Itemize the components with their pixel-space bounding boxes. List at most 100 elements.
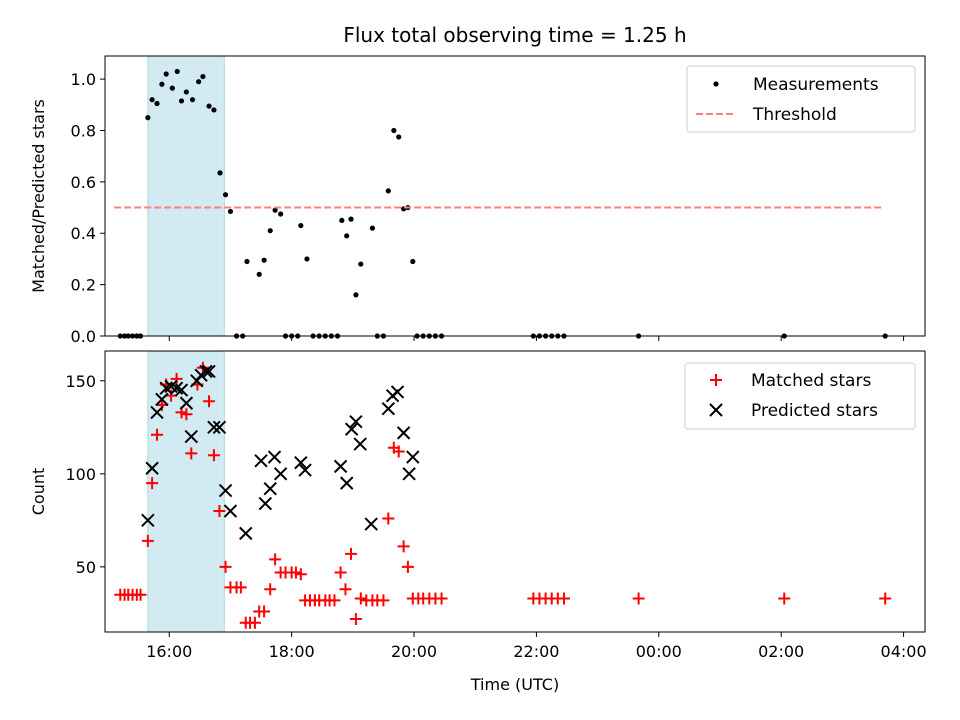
predicted-stars-point — [344, 422, 359, 436]
predicted-stars-point — [294, 455, 308, 470]
matched-stars-point — [392, 445, 405, 458]
predicted-stars-point — [340, 476, 354, 490]
measurements-point — [261, 257, 267, 263]
measurements-point — [200, 73, 206, 80]
predicted-stars-point — [406, 450, 420, 464]
legend-threshold-label: Threshold — [752, 105, 837, 125]
measurements-point — [278, 211, 284, 217]
legend-predicted-label: Predicted stars — [751, 401, 878, 421]
top-y-ticks: 0.0 0.2 0.4 0.6 0.8 1.0 — [71, 70, 105, 346]
x-tick-label: 18:00 — [269, 642, 315, 661]
measurements-point — [206, 103, 212, 109]
measurements-point — [196, 79, 202, 85]
measurements-point — [267, 228, 273, 234]
matched-stars-point — [170, 372, 183, 385]
matched-stars-point — [213, 505, 226, 518]
x-tick-label: 22:00 — [513, 642, 559, 661]
matched-stars-point — [180, 408, 193, 421]
measurements-point — [272, 207, 278, 213]
measurements-point — [154, 100, 160, 107]
matched-stars-point — [269, 553, 282, 566]
predicted-stars-point — [155, 392, 169, 407]
predicted-stars-point — [353, 437, 367, 451]
predicted-stars-point — [390, 385, 405, 399]
matched-stars-point — [134, 588, 147, 601]
matched-stars-point — [354, 592, 367, 605]
predicted-stars-point — [333, 459, 348, 474]
bottom-series — [114, 361, 892, 629]
top-legend: Measurements Threshold — [686, 65, 916, 133]
predicted-stars-point — [202, 364, 216, 379]
predicted-stars-point — [184, 429, 198, 444]
top-panel: 0.0 0.2 0.4 0.6 0.8 1.0 Matched/Predicted sta… — [29, 55, 926, 346]
top-legend-box — [686, 65, 916, 133]
matched-stars-point — [377, 594, 390, 607]
predicted-stars-point — [145, 461, 159, 475]
top-y-axis-label: Matched/Predicted stars — [29, 99, 48, 293]
bottom-axes-frame — [104, 350, 926, 633]
chart-title: Flux total observing time = 1.25 h — [343, 23, 686, 47]
measurements-point — [256, 271, 262, 277]
matched-stars-point — [151, 428, 164, 441]
measurements-point — [183, 89, 189, 95]
matched-stars-point — [339, 583, 352, 596]
legend-measurements-marker — [713, 81, 719, 87]
measurements-point — [163, 71, 169, 77]
measurements-point — [149, 97, 155, 103]
measurements-point — [211, 107, 217, 113]
bottom-highlight-span — [147, 350, 225, 633]
matched-stars-point — [349, 612, 362, 625]
bottom-legend-box — [684, 362, 916, 430]
matched-stars-point — [185, 447, 198, 460]
matched-stars-point — [397, 540, 410, 553]
legend-predicted-marker — [709, 403, 723, 417]
matched-stars-point — [146, 477, 159, 490]
bottom-y-axis-label: Count — [29, 468, 48, 516]
predicted-stars-point — [364, 517, 378, 531]
matched-stars-point — [258, 605, 271, 618]
measurements-point — [385, 188, 391, 194]
predicted-stars-point — [179, 396, 194, 410]
bottom-x-ticks: 16:00 18:00 20:00 22:00 00:00 02:00 04:00 — [146, 632, 927, 661]
top-y-tick-label: 0.8 — [71, 121, 96, 140]
x-tick-label: 16:00 — [146, 642, 192, 661]
measurements-point — [189, 97, 196, 103]
x-tick-label: 20:00 — [391, 642, 437, 661]
measurements-point — [348, 216, 354, 222]
predicted-stars-point — [223, 504, 238, 518]
bottom-panel: 50 100 150 16:00 18:00 20:00 22:00 00:00 02:00 0… — [29, 350, 927, 661]
predicted-stars-point — [239, 526, 253, 541]
top-y-tick-label: 0.4 — [71, 224, 96, 243]
measurements-point — [304, 256, 310, 262]
matched-stars-point — [334, 566, 347, 579]
legend-matched-marker — [710, 374, 722, 386]
matched-stars-point — [382, 512, 395, 525]
predicted-stars-point — [258, 496, 273, 511]
measurements-point — [369, 225, 376, 231]
top-x-ticks — [168, 336, 905, 341]
matched-stars-point — [294, 568, 307, 581]
measurements-point — [391, 127, 397, 134]
x-axis-label: Time (UTC) — [470, 675, 559, 694]
measurements-point — [145, 115, 151, 121]
top-y-tick-label: 1.0 — [71, 70, 96, 89]
predicted-stars-point — [212, 420, 227, 435]
matched-stars-point — [264, 583, 277, 596]
bottom-y-tick-label: 50 — [76, 558, 96, 577]
matched-stars-point — [557, 592, 570, 605]
measurements-point — [298, 222, 304, 229]
matched-stars-point — [435, 592, 448, 605]
legend-measurements-label: Measurements — [753, 75, 879, 95]
matched-stars-point — [345, 547, 357, 560]
predicted-stars-point — [254, 454, 268, 468]
top-y-tick-label: 0.6 — [71, 173, 96, 192]
measurements-point — [353, 292, 359, 298]
bottom-y-tick-label: 100 — [65, 465, 96, 484]
legend-matched-label: Matched stars — [751, 371, 871, 391]
predicted-stars-point — [267, 450, 282, 464]
predicted-stars-point — [150, 405, 164, 420]
measurements-point — [174, 68, 180, 75]
measurements-point — [344, 233, 350, 239]
bottom-legend: Matched stars Predicted stars — [684, 362, 916, 430]
